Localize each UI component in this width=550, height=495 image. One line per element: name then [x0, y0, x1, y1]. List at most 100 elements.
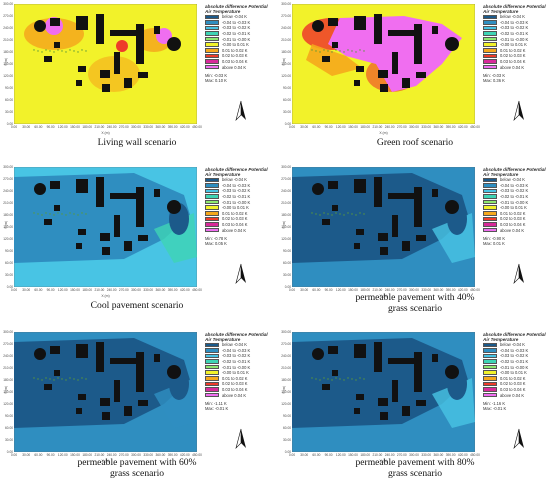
- y-tick-label: 240.00: [281, 354, 291, 358]
- legend-swatch: [205, 42, 219, 48]
- legend-label: -0.03 to -0.02 K: [222, 353, 251, 359]
- x-tick-label: 300.00: [409, 288, 419, 292]
- x-tick-label: 0.00: [288, 125, 296, 129]
- legend-swatch: [205, 381, 219, 387]
- x-tick-label: 240.00: [384, 453, 395, 457]
- legend-swatch: [483, 42, 497, 48]
- y-tick-label: 0.00: [284, 122, 291, 126]
- legend-row: -0.01 to -0.00 K: [205, 364, 275, 370]
- legend: absolute difference Potential Air Temper…: [483, 332, 550, 411]
- legend-swatch: [205, 359, 219, 364]
- y-tick-label: 0.00: [284, 450, 291, 454]
- legend-title: absolute difference Potential Air Temper…: [483, 167, 546, 177]
- map-svg: [292, 332, 475, 452]
- legend-label: 0.02 to 0.03 K: [222, 216, 248, 222]
- x-tick-label: 120.00: [335, 453, 346, 457]
- scenario-caption: permeable pavement with 60% grass scenari…: [2, 457, 272, 479]
- legend-row: above 0.04 K: [205, 64, 275, 70]
- legend-row: 0.01 to 0.02 K: [483, 211, 550, 217]
- legend-label: above 0.04 K: [500, 227, 525, 233]
- north-arrow-icon: [512, 263, 526, 285]
- legend-swatch: [483, 381, 497, 387]
- y-tick-label: 210.00: [281, 38, 291, 42]
- y-tick-label: 270.00: [3, 342, 13, 346]
- legend-swatch: [483, 194, 497, 199]
- simulation-map: [292, 4, 475, 124]
- x-tick-label: 180.00: [360, 288, 371, 292]
- map-svg: [14, 4, 197, 124]
- min-max-block: Min: -1.11 K Max: -0.01 K: [205, 401, 275, 411]
- legend-swatch: [483, 392, 497, 398]
- legend-row: above 0.04 K: [205, 392, 275, 398]
- x-tick-label: 390.00: [167, 453, 178, 457]
- legend-row: -0.00 to 0.01 K: [483, 205, 550, 211]
- simulation-map: [14, 4, 197, 124]
- x-tick-label: 450.00: [470, 125, 480, 129]
- legend-row: -0.01 to -0.00 K: [205, 36, 275, 42]
- y-tick-label: 60.00: [283, 261, 291, 265]
- x-tick-label: 330.00: [421, 453, 432, 457]
- y-tick-label: 30.00: [283, 273, 291, 277]
- legend-swatch: [205, 14, 219, 20]
- legend: absolute difference Potential Air Temper…: [205, 167, 275, 246]
- legend-row: 0.03 to 0.04 K: [205, 59, 275, 65]
- y-tick-label: 210.00: [3, 366, 13, 370]
- legend-swatch: [483, 359, 497, 364]
- legend-row: -0.02 to -0.01 K: [205, 359, 275, 365]
- y-tick-label: 150.00: [3, 390, 13, 394]
- legend-label: 0.01 to 0.02 K: [222, 375, 248, 381]
- x-tick-label: 150.00: [70, 288, 80, 292]
- x-tick-label: 150.00: [348, 125, 358, 129]
- x-tick-label: 390.00: [167, 125, 178, 129]
- min-max-block: Min: -0.78 K Max: 0.05 K: [205, 236, 275, 246]
- x-axis-ticks: 0.00 30.00 60.00 90.00 120.00 150.00 180.00 210…: [288, 125, 480, 131]
- min-value: Min: -1.16 K: [483, 400, 506, 406]
- legend-label: above 0.04 K: [500, 392, 525, 398]
- north-arrow-icon: [512, 428, 526, 450]
- legend-label: -0.00 to 0.01 K: [222, 205, 249, 211]
- legend: absolute difference Potential Air Temper…: [483, 4, 550, 83]
- x-axis-title: X (m): [379, 131, 388, 135]
- legend-label: -0.04 to -0.03 K: [222, 182, 251, 188]
- north-arrow-icon: [234, 263, 248, 285]
- panel-permeable-60: 0.00 30.00 60.00 90.00 120.00 150.00 180.00 210…: [2, 330, 272, 490]
- x-tick-label: 0.00: [10, 288, 18, 292]
- y-axis-ticks: 0.00 30.00 60.00 90.00 120.00 150.00 180.00 210…: [2, 2, 14, 126]
- x-tick-label: 210.00: [94, 288, 105, 292]
- legend-label: -0.01 to -0.00 K: [222, 199, 251, 205]
- y-tick-label: 300.00: [281, 165, 291, 169]
- north-arrow-icon: [512, 100, 526, 122]
- legend-label: -0.03 to -0.02 K: [222, 188, 251, 194]
- x-tick-label: 450.00: [192, 125, 202, 129]
- y-tick-label: 90.00: [283, 86, 291, 90]
- legend-swatch: [483, 211, 497, 216]
- x-tick-label: 60.00: [34, 288, 43, 292]
- legend-swatch: [483, 364, 497, 370]
- x-tick-label: 420.00: [179, 288, 190, 292]
- legend-row: below -0.04 K: [483, 14, 550, 20]
- legend-swatch: [483, 353, 497, 359]
- x-tick-label: 420.00: [457, 453, 468, 457]
- legend-row: -0.00 to 0.01 K: [205, 370, 275, 376]
- x-tick-label: 270.00: [396, 288, 407, 292]
- legend-swatch: [205, 387, 219, 392]
- legend-row: -0.03 to -0.02 K: [205, 188, 275, 194]
- legend-swatch: [483, 199, 497, 205]
- scenario-caption: permeable pavement with 40% grass scenari…: [280, 292, 550, 314]
- y-tick-label: 180.00: [3, 213, 13, 217]
- y-tick-label: 120.00: [281, 402, 291, 406]
- legend-swatch: [483, 387, 497, 392]
- x-tick-label: 360.00: [433, 453, 444, 457]
- y-axis-ticks: 0.00 30.00 60.00 90.00 120.00 150.00 180.00 210…: [280, 2, 292, 126]
- legend-row: -0.01 to -0.00 K: [483, 199, 550, 205]
- x-tick-label: 390.00: [445, 288, 456, 292]
- legend-label: 0.02 to 0.03 K: [500, 381, 526, 387]
- y-tick-label: 90.00: [5, 414, 13, 418]
- x-tick-label: 450.00: [192, 453, 202, 457]
- caption-line-1: Cool pavement scenario: [90, 300, 184, 311]
- x-tick-label: 450.00: [470, 453, 480, 457]
- legend-row: -0.04 to -0.03 K: [483, 20, 550, 26]
- x-axis-ticks: 0.00 30.00 60.00 90.00 120.00 150.00 180.00 210…: [289, 288, 480, 294]
- legend-swatch: [205, 48, 219, 53]
- legend-swatch: [483, 48, 497, 53]
